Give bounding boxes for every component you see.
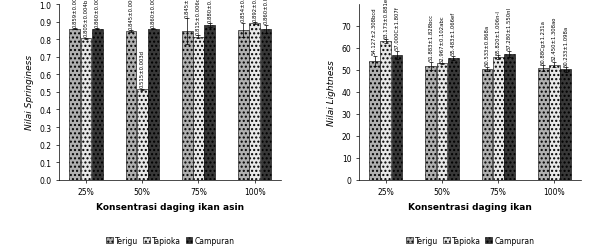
Bar	[436, 64, 447, 180]
Bar	[448, 59, 458, 180]
Text: 0.880±0.010d: 0.880±0.010d	[207, 0, 212, 23]
Text: 0.515±0.003d: 0.515±0.003d	[140, 50, 145, 88]
Text: 0.815±0.006d: 0.815±0.006d	[196, 0, 201, 35]
Text: 0.892±0.003cd: 0.892±0.003cd	[252, 0, 257, 22]
Bar	[249, 24, 260, 180]
Bar	[425, 66, 436, 180]
Text: 57.280±1.550nl: 57.280±1.550nl	[507, 7, 512, 50]
Text: 50.533±0.868a: 50.533±0.868a	[484, 25, 489, 66]
Bar	[391, 55, 403, 180]
Bar	[148, 30, 159, 180]
Text: 0.854±0.04a: 0.854±0.04a	[241, 0, 246, 22]
X-axis label: Konsentrasi daging ikan asin: Konsentrasi daging ikan asin	[96, 202, 244, 211]
Bar	[205, 26, 215, 180]
Bar	[493, 58, 503, 180]
Text: 55.820±1.006n-l: 55.820±1.006n-l	[496, 10, 500, 54]
Text: 63.173±0.881e: 63.173±0.881e	[383, 0, 388, 38]
Text: 52.450±1.308ao: 52.450±1.308ao	[552, 17, 557, 61]
X-axis label: Konsentrasi daging ikan: Konsentrasi daging ikan	[408, 202, 532, 211]
Y-axis label: Nilai Springiness: Nilai Springiness	[25, 55, 34, 130]
Bar	[504, 55, 515, 180]
Text: 50.88Cg±1.231a: 50.88Cg±1.231a	[541, 20, 546, 64]
Text: 0.860±0.004d: 0.860±0.004d	[151, 0, 156, 28]
Text: 51.883±1.828bcc: 51.883±1.828bcc	[428, 14, 433, 61]
Text: 57.000C±1.807f: 57.000C±1.807f	[394, 6, 400, 50]
Text: 50.233±1.098a: 50.233±1.098a	[563, 25, 568, 66]
Text: 0.860±0.023b: 0.860±0.023b	[263, 0, 269, 24]
Bar	[69, 30, 80, 180]
Legend: Terigu, Tapioka, Campuran: Terigu, Tapioka, Campuran	[103, 233, 238, 248]
Bar	[238, 30, 249, 180]
Bar	[182, 32, 193, 180]
Text: 55.483±1.066ef: 55.483±1.066ef	[451, 12, 456, 55]
Bar	[538, 69, 549, 180]
Text: 0.845±0.075ab: 0.845±0.075ab	[184, 0, 190, 18]
Text: 0.860±0.001acd: 0.860±0.001acd	[95, 0, 100, 28]
Bar	[193, 37, 204, 180]
Text: 0.859±0.003a: 0.859±0.003a	[72, 0, 77, 28]
Y-axis label: Nilai Lightness: Nilai Lightness	[327, 60, 336, 125]
Bar	[126, 32, 136, 180]
Text: 0.845±0.006b: 0.845±0.006b	[129, 0, 133, 30]
Bar	[92, 30, 103, 180]
Text: 54.127±2.308bcd: 54.127±2.308bcd	[372, 8, 377, 55]
Bar	[260, 30, 271, 180]
Bar	[369, 62, 380, 180]
Text: 0.805±0.004b: 0.805±0.004b	[84, 0, 88, 37]
Legend: Terigu, Tapioka, Campuran: Terigu, Tapioka, Campuran	[403, 233, 538, 248]
Bar	[81, 39, 91, 180]
Bar	[560, 70, 571, 180]
Text: 52.967±0.102abc: 52.967±0.102abc	[439, 15, 445, 62]
Bar	[549, 65, 560, 180]
Bar	[482, 70, 492, 180]
Bar	[381, 42, 391, 180]
Bar	[137, 90, 148, 180]
